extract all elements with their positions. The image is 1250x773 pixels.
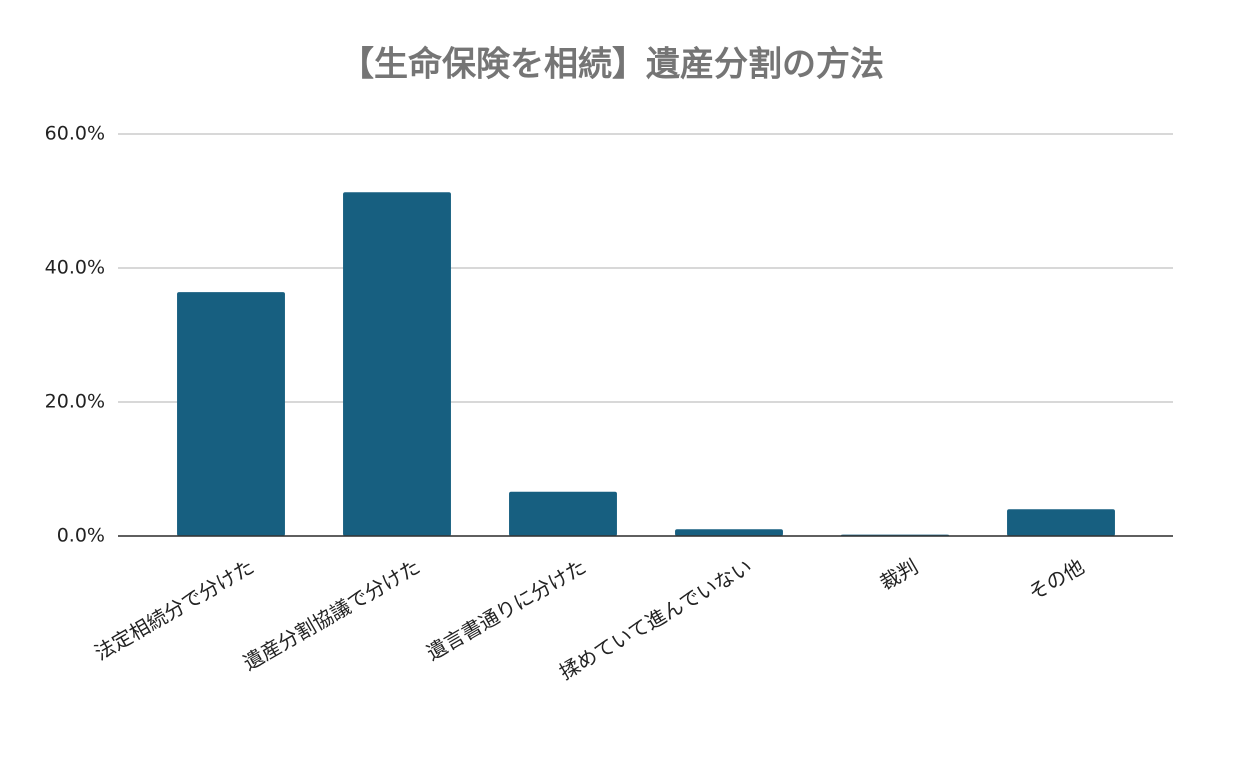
y-tick-label: 40.0%	[45, 257, 105, 279]
bar	[343, 192, 451, 537]
y-tick-label: 60.0%	[45, 123, 105, 145]
chart-title: 【生命保険を相続】遺産分割の方法	[340, 45, 884, 85]
bar	[675, 529, 783, 536]
bar	[177, 292, 285, 536]
bar	[509, 491, 617, 536]
bar	[1007, 509, 1115, 536]
y-tick-label: 20.0%	[45, 391, 105, 413]
y-tick-label: 0.0%	[57, 525, 105, 547]
